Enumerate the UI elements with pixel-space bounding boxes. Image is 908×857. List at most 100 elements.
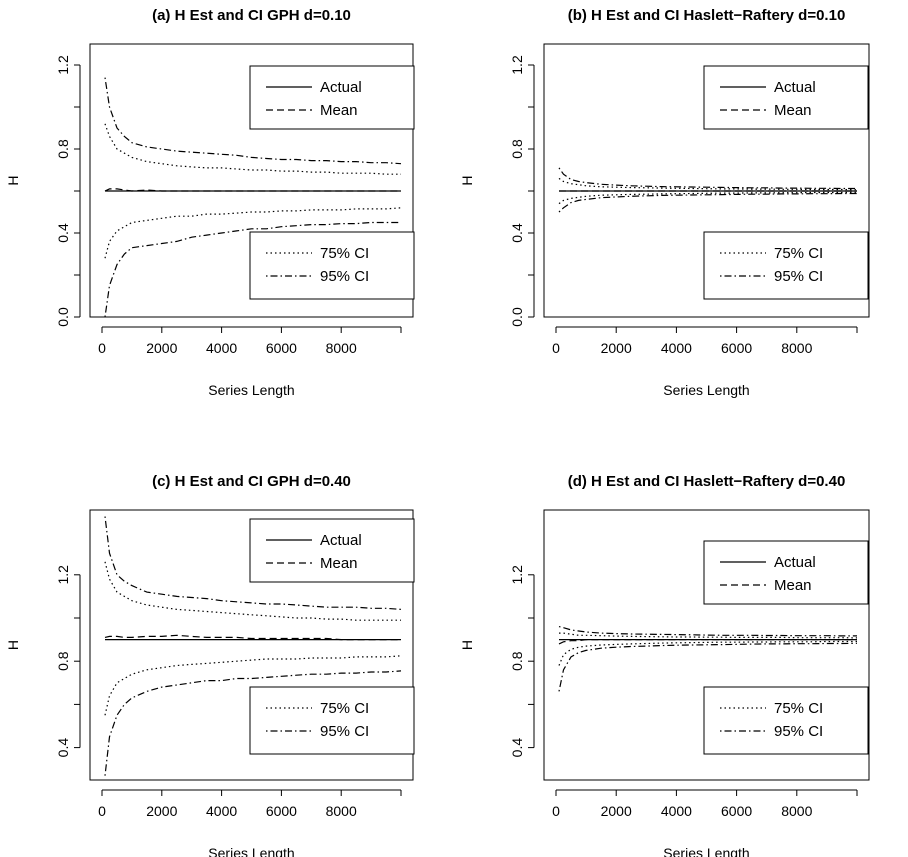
series-line-95-ci-lower xyxy=(558,642,858,692)
x-tick-label: 8000 xyxy=(326,803,357,819)
legend-box xyxy=(703,65,869,130)
x-tick-label: 0 xyxy=(552,803,560,819)
legend-label: Mean xyxy=(774,577,812,594)
legend-label: 75% CI xyxy=(774,700,823,717)
x-tick-label: 6000 xyxy=(266,803,297,819)
legend-box xyxy=(249,518,415,583)
series-line-95-ci-lower xyxy=(104,670,402,776)
chart-panel-c: (c) H Est and CI GPH d=0.40 0 2000 4000 6000… xyxy=(5,473,415,857)
y-tick-label: 0.8 xyxy=(55,139,71,159)
y-tick-label: 0.0 xyxy=(55,307,71,327)
chart-title: (a) H Est and CI GPH d=0.10 xyxy=(152,7,351,24)
legend-label: 95% CI xyxy=(320,723,369,740)
y-tick-label: 1.2 xyxy=(509,565,525,585)
series-line-95-ci-upper xyxy=(558,626,857,637)
x-tick-label: 2000 xyxy=(601,803,632,819)
series-line-mean xyxy=(558,638,857,645)
legend-top: Actual Mean xyxy=(703,65,869,130)
y-tick-label: 0.0 xyxy=(509,307,525,327)
series-line-mean xyxy=(104,188,401,192)
legend-label: Actual xyxy=(320,532,362,549)
chart-panel-d: (d) H Est and CI Haslett−Raftery d=0.40 0… xyxy=(459,473,870,857)
chart-title: (c) H Est and CI GPH d=0.40 xyxy=(152,473,351,490)
legend-label: 95% CI xyxy=(320,268,369,285)
y-axis-label: H xyxy=(5,640,21,650)
x-tick-label: 2000 xyxy=(146,803,177,819)
x-axis-label: Series Length xyxy=(663,382,749,398)
plot-frame xyxy=(543,509,870,781)
x-tick-label: 6000 xyxy=(721,340,752,356)
series-line-95-ci-upper xyxy=(104,77,402,165)
plot-frame xyxy=(89,43,414,318)
y-tick-label: 1.2 xyxy=(55,565,71,585)
y-axis-label: H xyxy=(459,175,475,185)
legend-bottom: 75% CI 95% CI xyxy=(703,231,869,300)
legend-label: 75% CI xyxy=(774,245,823,262)
y-tick-label: 0.8 xyxy=(55,651,71,671)
legend-box xyxy=(249,231,415,300)
series-line-75-ci-upper xyxy=(558,177,858,191)
series-line-95-ci-lower xyxy=(558,192,857,213)
plot-frame xyxy=(89,509,414,781)
x-tick-label: 8000 xyxy=(326,340,357,356)
x-tick-label: 6000 xyxy=(266,340,297,356)
legend-label: Mean xyxy=(320,102,358,119)
legend-bottom: 75% CI 95% CI xyxy=(249,231,415,300)
legend-label: Actual xyxy=(320,79,362,96)
series-line-75-ci-lower xyxy=(558,191,858,205)
x-tick-label: 2000 xyxy=(146,340,177,356)
y-tick-label: 0.4 xyxy=(509,738,525,758)
series-line-75-ci-upper xyxy=(104,123,401,175)
legend-label: 95% CI xyxy=(774,268,823,285)
legend-box xyxy=(249,65,415,130)
series-line-95-ci-lower xyxy=(104,221,401,317)
legend-label: Actual xyxy=(774,79,816,96)
legend-box xyxy=(703,231,869,300)
series-line-75-ci-lower xyxy=(104,207,402,259)
legend-top: Actual Mean xyxy=(249,65,415,130)
legend-label: Mean xyxy=(774,102,812,119)
series-line-95-ci-upper xyxy=(558,167,857,190)
x-axis-label: Series Length xyxy=(663,845,749,857)
legend-box xyxy=(703,540,869,605)
chart-title: (b) H Est and CI Haslett−Raftery d=0.10 xyxy=(568,7,846,24)
x-tick-label: 4000 xyxy=(661,340,692,356)
y-tick-label: 1.2 xyxy=(509,55,525,75)
x-tick-label: 0 xyxy=(98,803,106,819)
y-axis-label: H xyxy=(5,175,21,185)
series-line-mean xyxy=(104,634,401,641)
x-axis-label: Series Length xyxy=(208,382,294,398)
legend-box xyxy=(249,686,415,755)
legend-label: 75% CI xyxy=(320,700,369,717)
series-line-75-ci-upper xyxy=(104,561,401,621)
x-tick-label: 8000 xyxy=(781,803,812,819)
legend-top: Actual Mean xyxy=(249,518,415,583)
x-tick-label: 4000 xyxy=(206,340,237,356)
x-axis-label: Series Length xyxy=(208,845,294,857)
y-tick-label: 0.8 xyxy=(509,139,525,159)
legend-top: Actual Mean xyxy=(703,540,869,605)
legend-label: 95% CI xyxy=(774,723,823,740)
x-tick-label: 6000 xyxy=(721,803,752,819)
plot-frame xyxy=(543,43,870,318)
chart-panel-a: (a) H Est and CI GPH d=0.10 0 2000 4000 6000… xyxy=(5,7,415,398)
y-tick-label: 0.4 xyxy=(509,223,525,243)
y-tick-label: 0.4 xyxy=(55,738,71,758)
chart-title: (d) H Est and CI Haslett−Raftery d=0.40 xyxy=(568,473,846,490)
x-tick-label: 0 xyxy=(98,340,106,356)
y-axis-label: H xyxy=(459,640,475,650)
y-tick-label: 0.8 xyxy=(509,651,525,671)
series-line-95-ci-upper xyxy=(104,516,402,610)
legend-box xyxy=(703,686,869,755)
y-tick-label: 1.2 xyxy=(55,55,71,75)
legend-label: Actual xyxy=(774,554,816,571)
x-tick-label: 2000 xyxy=(601,340,632,356)
legend-label: Mean xyxy=(320,555,358,572)
x-tick-label: 8000 xyxy=(781,340,812,356)
x-tick-label: 4000 xyxy=(661,803,692,819)
series-line-75-ci-lower xyxy=(104,655,402,716)
legend-bottom: 75% CI 95% CI xyxy=(249,686,415,755)
chart-panel-b: (b) H Est and CI Haslett−Raftery d=0.10 0… xyxy=(459,7,870,398)
